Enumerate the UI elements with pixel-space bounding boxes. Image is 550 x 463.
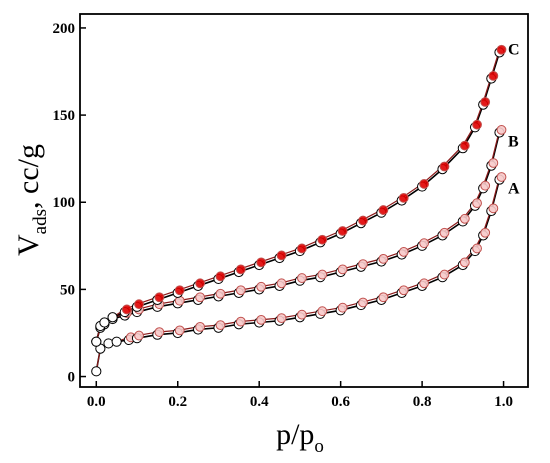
point-a-desorption	[337, 302, 348, 313]
point-c-desorption	[472, 119, 482, 130]
y-tick-label: 50	[60, 282, 75, 298]
point-b-desorption	[459, 213, 470, 224]
y-tick-label: 150	[53, 108, 76, 124]
point-c-desorption	[174, 285, 185, 296]
point-a-desorption	[459, 257, 470, 268]
series-labels: A B C	[508, 41, 520, 197]
point-c-desorption	[154, 292, 165, 303]
point-c-desorption	[337, 226, 348, 236]
point-b-desorption	[398, 247, 409, 257]
point-b-desorption	[256, 281, 267, 292]
axis-tick-labels: 0.0 0.2 0.4 0.6 0.8 1.0 0 50 100 150 200	[53, 21, 513, 410]
point-a-desorption	[195, 321, 206, 332]
point-c-desorption	[134, 299, 144, 310]
point-b-desorption	[276, 278, 287, 289]
point-a-desorption	[174, 325, 185, 336]
point-a-desorption	[276, 313, 287, 324]
point-b-desorption	[439, 227, 450, 238]
point-a-desorption	[235, 316, 246, 327]
x-tick-label: 0.4	[250, 394, 269, 410]
point-c-desorption	[256, 257, 267, 268]
point-b-desorption	[195, 292, 206, 303]
point-c-desorption	[439, 161, 450, 172]
point-a-desorption	[472, 243, 482, 254]
point-a-desorption	[398, 285, 409, 296]
x-tick-label: 0.0	[87, 394, 106, 410]
point-a-desorption	[419, 278, 430, 289]
point-b-desorption	[235, 285, 246, 296]
point-b-desorption	[297, 273, 307, 283]
point-c-desorption	[297, 243, 307, 254]
point-c-desorption	[317, 234, 328, 245]
point-a-desorption	[488, 203, 499, 214]
series-curves	[95, 49, 501, 372]
point-b-desorption	[480, 180, 491, 191]
point-c-desorption	[378, 205, 389, 215]
point-c-desorption	[358, 215, 368, 226]
y-tick-label: 0	[68, 370, 76, 386]
point-a-adsorption	[111, 336, 122, 347]
series-markers	[91, 44, 507, 377]
plot-frame	[79, 13, 529, 388]
point-a-desorption	[317, 306, 328, 317]
point-c-desorption	[195, 278, 206, 289]
point-a-desorption	[378, 292, 389, 303]
point-a-desorption	[215, 320, 226, 331]
point-a-desorption	[134, 330, 144, 341]
x-tick-label: 0.8	[413, 394, 432, 410]
point-c-desorption	[398, 192, 409, 203]
point-c-desorption	[419, 179, 430, 189]
point-a-desorption	[480, 227, 491, 238]
point-c-adsorption	[99, 317, 110, 328]
point-b-desorption	[378, 253, 389, 264]
point-b-desorption	[472, 198, 482, 209]
y-tick-label: 200	[53, 21, 76, 37]
point-c-desorption	[480, 97, 491, 107]
point-a-desorption	[439, 269, 450, 280]
point-c-desorption	[276, 250, 287, 261]
series-label-b: B	[508, 134, 519, 151]
point-c-desorption	[215, 271, 226, 282]
series-label-a: A	[508, 181, 520, 198]
point-c-desorption	[459, 140, 470, 151]
point-b-desorption	[496, 125, 507, 135]
point-b-desorption	[488, 158, 499, 168]
y-axis-title: Vads, cc/g	[12, 144, 51, 256]
y-tick-label: 100	[53, 195, 76, 211]
point-b-desorption	[215, 288, 226, 299]
x-tick-label: 0.2	[168, 394, 187, 410]
point-b-desorption	[317, 269, 328, 280]
x-tick-label: 0.6	[331, 394, 350, 410]
point-c-desorption	[488, 70, 499, 81]
axis-ticks	[80, 27, 505, 387]
point-a-desorption	[297, 309, 307, 320]
point-c-desorption	[496, 44, 507, 55]
x-axis-title: p/po	[276, 418, 324, 457]
point-c-adsorption	[107, 312, 118, 323]
point-a-desorption	[256, 314, 267, 325]
point-c-adsorption	[91, 336, 102, 347]
point-a-desorption	[154, 327, 165, 337]
point-a-desorption	[358, 297, 368, 308]
point-c-desorption	[235, 264, 246, 275]
point-b-desorption	[419, 238, 430, 249]
point-c-desorption	[121, 304, 132, 315]
point-b-desorption	[337, 264, 348, 275]
x-tick-label: 1.0	[494, 394, 513, 410]
point-a-adsorption	[91, 366, 102, 377]
point-b-desorption	[358, 259, 368, 270]
point-a-adsorption	[103, 338, 114, 349]
point-a-desorption	[496, 172, 507, 182]
series-label-c: C	[508, 41, 520, 58]
